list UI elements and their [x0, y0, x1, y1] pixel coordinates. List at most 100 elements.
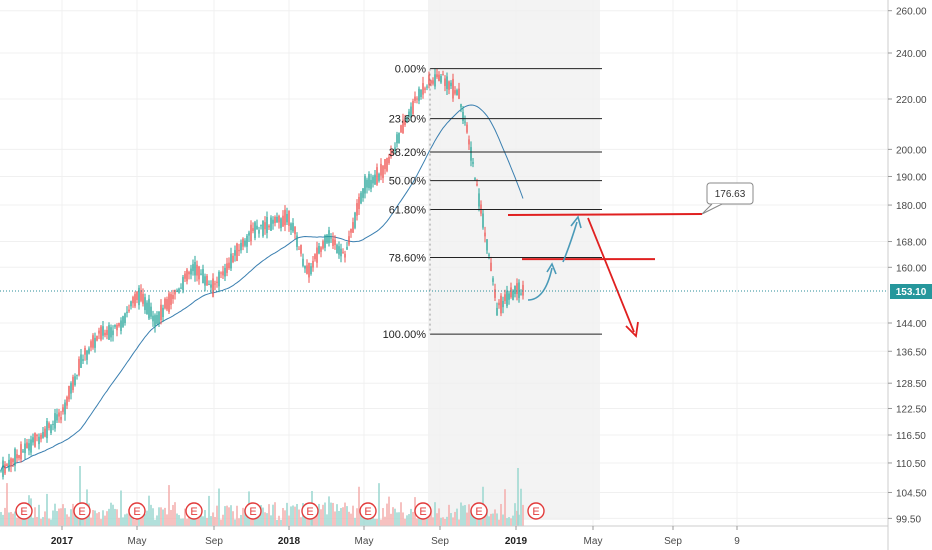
volume-bar: [4, 507, 6, 526]
earnings-icon[interactable]: [470, 502, 488, 520]
volume-bar: [154, 519, 156, 526]
volume-bar: [26, 514, 28, 526]
volume-bar: [408, 514, 410, 526]
candle-body: [6, 464, 8, 467]
candle-body: [210, 284, 212, 288]
candle-body: [384, 159, 386, 170]
earnings-icon[interactable]: [414, 502, 432, 520]
volume-bar: [342, 507, 344, 526]
earnings-icon[interactable]: [527, 502, 545, 520]
candle-body: [322, 241, 324, 249]
volume-bar: [72, 503, 74, 526]
volume-bar: [502, 514, 504, 526]
volume-bar: [278, 515, 280, 526]
volume-bar: [114, 508, 116, 526]
candle-body: [446, 76, 448, 90]
candle-body: [334, 239, 336, 245]
candle-body: [44, 428, 46, 437]
candle-body: [46, 420, 48, 439]
candle-body: [106, 330, 108, 336]
volume-bar: [222, 514, 224, 526]
y-tick-label: 220.00: [896, 95, 927, 106]
candle-body: [310, 266, 312, 275]
volume-bar: [374, 518, 376, 526]
candle-body: [428, 74, 430, 85]
fibonacci-retracement[interactable]: 0.00% 23.60% 38.20% 50.00% 61.80% 78.60% 100.0…: [383, 64, 602, 341]
candle-body: [406, 117, 408, 122]
candle-body: [364, 175, 366, 194]
volume-bar: [410, 508, 412, 526]
candle-body: [432, 80, 434, 84]
candle-body: [52, 423, 54, 425]
volume-bar: [2, 514, 4, 526]
candle-body: [184, 273, 186, 279]
candle-body: [114, 324, 116, 327]
earnings-icon[interactable]: [359, 502, 377, 520]
candle-body: [148, 298, 150, 319]
forecast-arrow-1[interactable]: [527, 267, 553, 301]
candle-body: [236, 243, 238, 261]
candle-body: [324, 235, 326, 248]
earnings-icon[interactable]: [73, 502, 91, 520]
earnings-icon[interactable]: [185, 502, 203, 520]
volume-bar: [126, 513, 128, 526]
y-axis[interactable]: 260.00 240.00 220.00 200.00 190.00 180.00 168.…: [888, 7, 927, 526]
earnings-icon[interactable]: [244, 502, 262, 520]
earnings-icon[interactable]: [301, 502, 319, 520]
volume-bar: [454, 511, 456, 526]
volume-bar: [360, 507, 362, 526]
candle-body: [298, 248, 300, 250]
last-price-badge: [890, 284, 932, 299]
volume-bar: [350, 513, 352, 526]
candle-body: [266, 216, 268, 234]
candle-body: [170, 294, 172, 305]
volume-bar: [102, 510, 104, 526]
x-axis[interactable]: 2017 May Sep 2018 May Sep 2019 May Sep 9: [51, 526, 740, 547]
forecast-arrow-2[interactable]: [562, 221, 578, 263]
candle-body: [140, 290, 142, 301]
volume-bar: [392, 507, 394, 526]
trend-drawings[interactable]: [507, 213, 703, 338]
candle-body: [70, 383, 72, 394]
earnings-letter: E: [190, 506, 197, 518]
volume-bar: [40, 518, 42, 526]
y-tick-label: 190.00: [896, 172, 927, 183]
candle-body: [386, 157, 388, 171]
candle-body: [38, 436, 40, 445]
bearish-arrow[interactable]: [587, 217, 635, 333]
earnings-icon[interactable]: [15, 502, 33, 520]
volume-bar: [322, 504, 324, 526]
candle-body: [448, 81, 450, 90]
y-tick-label: 99.50: [896, 514, 921, 525]
y-tick-label: 116.50: [896, 431, 926, 442]
candle-body: [396, 134, 398, 144]
volume-bar: [470, 510, 472, 526]
volume-bar: [112, 504, 114, 526]
volume-bar: [166, 514, 168, 526]
volume-bar: [250, 518, 252, 526]
candle-body: [58, 412, 60, 417]
candle-body: [460, 104, 462, 108]
volume-bar: [298, 509, 300, 526]
candle-body: [30, 439, 32, 453]
volume-bar: [256, 512, 258, 526]
volume-bar: [200, 506, 202, 526]
earnings-icon[interactable]: [128, 502, 146, 520]
resistance-line-upper[interactable]: [507, 213, 703, 217]
fib-label: 38.20%: [389, 147, 427, 159]
volume-bar: [450, 513, 452, 526]
candle-body: [64, 402, 66, 415]
volume-bar: [476, 516, 478, 526]
volume-bar: [406, 515, 408, 526]
volume-bar: [236, 505, 238, 526]
volume-bar: [382, 508, 384, 526]
price-callout[interactable]: 176.63: [701, 182, 754, 215]
candle-body: [412, 100, 414, 114]
candle-body: [494, 289, 496, 298]
candle-body: [392, 149, 394, 152]
candle-body: [158, 311, 160, 324]
candle-body: [222, 271, 224, 276]
candle-body: [490, 262, 492, 272]
